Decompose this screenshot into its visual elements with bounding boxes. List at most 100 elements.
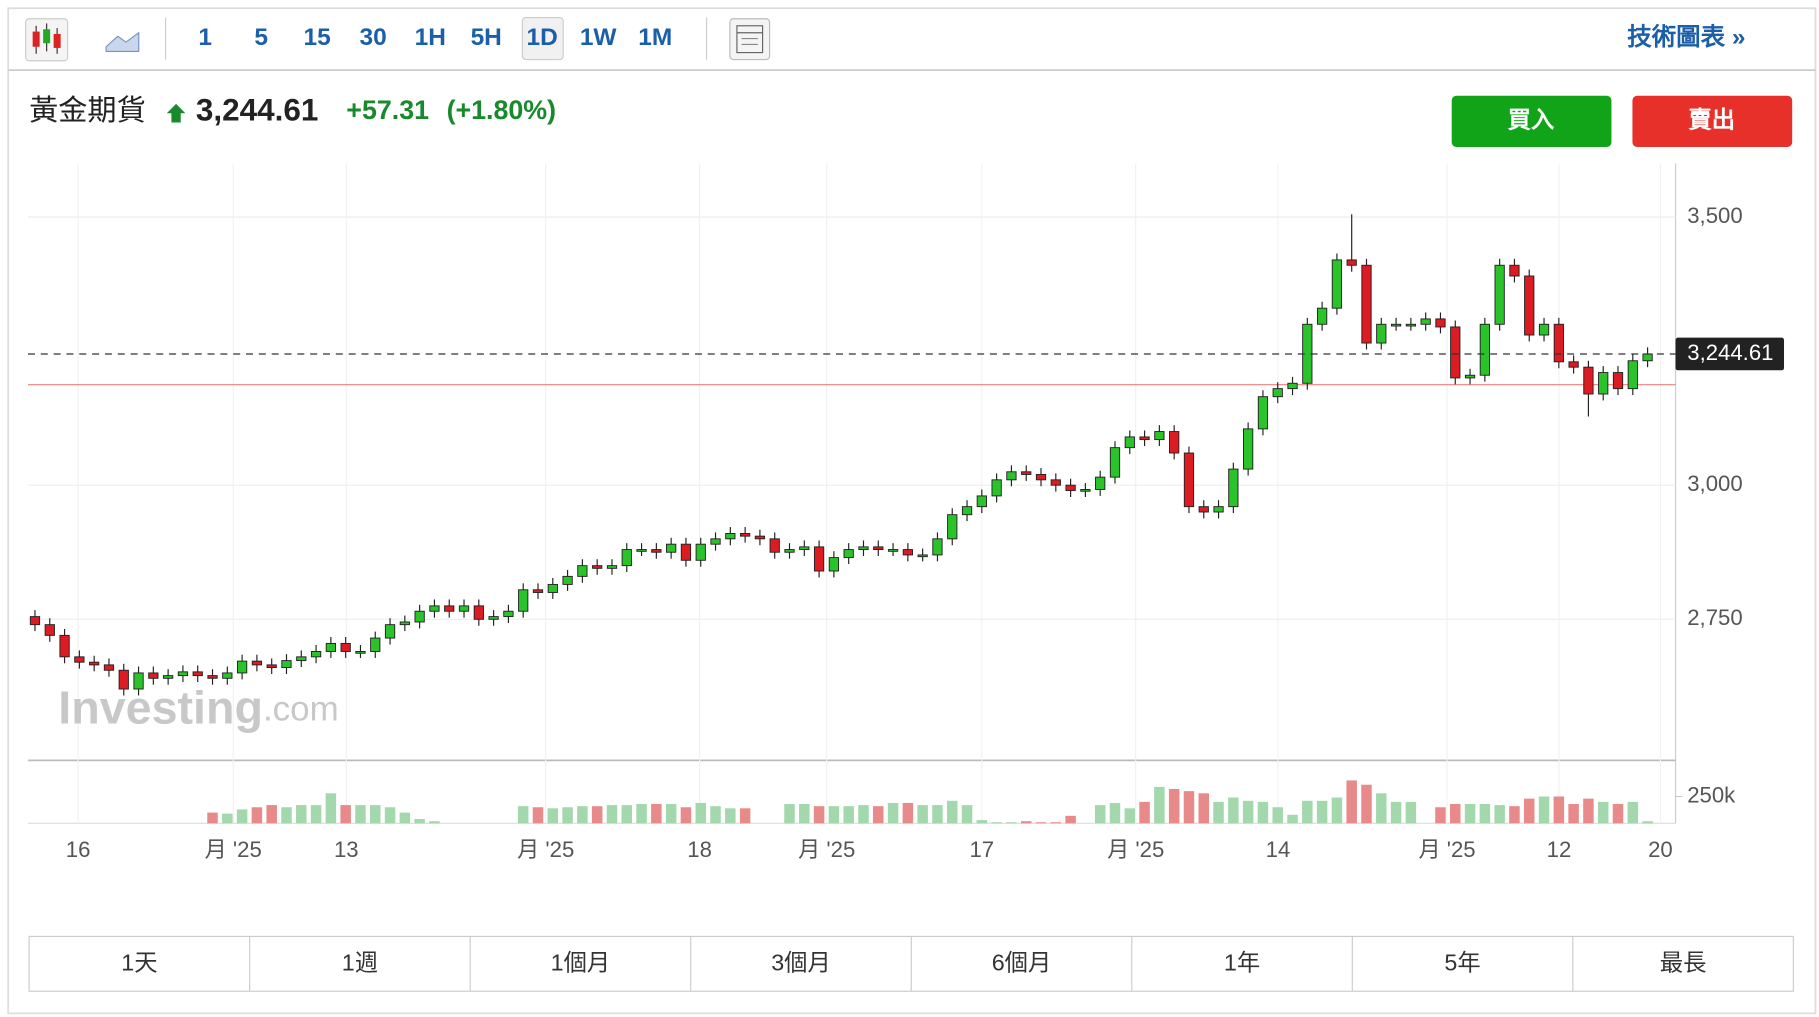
interval[interactable]: 1W — [580, 24, 618, 51]
range-button[interactable]: 3個月 — [771, 950, 831, 976]
candle-body — [1538, 323, 1550, 336]
candle-body — [769, 538, 780, 553]
candle-body — [1198, 506, 1209, 513]
range-button[interactable]: 6個月 — [992, 950, 1052, 976]
volume-bar — [710, 806, 721, 824]
buy-button[interactable] — [1451, 95, 1612, 148]
candle-body — [236, 660, 248, 674]
candle-body — [739, 533, 751, 537]
volume-bar — [236, 809, 248, 824]
volume-bar — [1198, 793, 1210, 824]
interval[interactable]: 1D — [527, 24, 558, 51]
volume-bar — [1390, 801, 1402, 824]
volume-bar — [310, 805, 322, 824]
candle-body — [1509, 264, 1520, 277]
watermark-suffix: .com — [263, 690, 339, 729]
volume-bar — [251, 807, 263, 824]
candle-body — [207, 675, 218, 679]
candle-body — [695, 543, 706, 561]
interval[interactable]: 15 — [304, 24, 331, 51]
interval[interactable]: 1H — [415, 24, 446, 51]
candle-body — [1228, 468, 1239, 508]
candle-body — [680, 543, 692, 561]
range-button[interactable]: 最長 — [1660, 950, 1707, 976]
x-tick-label: 月 '25 — [205, 837, 262, 862]
volume-bar — [695, 802, 706, 824]
candle-body — [325, 642, 337, 652]
candle-body — [74, 656, 85, 663]
volume-bar — [414, 819, 425, 824]
volume-bar — [355, 805, 366, 824]
volume-bar — [1257, 801, 1269, 824]
candle-body — [1169, 431, 1180, 454]
candle-body — [843, 549, 854, 559]
candle-body — [710, 538, 721, 545]
line-icon[interactable] — [105, 31, 140, 53]
candle-body — [1642, 353, 1653, 362]
volume-bar — [1494, 805, 1505, 824]
volume-bar — [1612, 804, 1624, 824]
candle-icon[interactable] — [25, 18, 69, 62]
candle-body — [103, 664, 115, 671]
sell-label[interactable]: 賣出 — [1688, 107, 1735, 133]
volume-bar — [1464, 804, 1476, 824]
volume-bar — [1302, 800, 1313, 824]
candle-body — [458, 605, 470, 612]
volume-bar — [429, 821, 440, 824]
x-tick-label: 18 — [687, 837, 712, 862]
candle-body — [1627, 360, 1638, 390]
interval[interactable]: 30 — [360, 24, 387, 51]
x-tick-label: 12 — [1547, 837, 1572, 862]
range-button[interactable]: 5年 — [1444, 950, 1480, 976]
volume-bar — [1538, 796, 1550, 824]
sell-button[interactable] — [1632, 95, 1793, 148]
candle-body — [1243, 428, 1254, 470]
range-button[interactable]: 1週 — [342, 950, 378, 976]
interval[interactable]: 5 — [254, 24, 268, 51]
candle-body — [310, 651, 322, 658]
candle-body — [754, 535, 766, 540]
interval[interactable]: 1M — [638, 24, 672, 51]
candle-body — [473, 605, 484, 620]
x-tick-label: 月 '25 — [1418, 837, 1475, 862]
interval[interactable]: 5H — [471, 24, 502, 51]
layout-icon[interactable] — [729, 18, 771, 61]
range-button[interactable]: 1個月 — [551, 950, 611, 976]
volume-bar — [296, 805, 307, 824]
volume-bar — [813, 806, 825, 824]
candle-body — [725, 533, 736, 540]
volume-bar — [1479, 804, 1491, 824]
volume-bar — [1050, 822, 1062, 824]
candle-body — [961, 506, 973, 516]
volume-bar — [858, 805, 869, 824]
candle-body — [1420, 318, 1431, 325]
candle-body — [1109, 447, 1121, 478]
y-tick-label: 2,750 — [1687, 605, 1742, 630]
interval[interactable]: 1 — [198, 24, 212, 51]
volume-bar — [680, 807, 692, 824]
candle-body — [59, 634, 70, 658]
candle-body — [1553, 323, 1564, 363]
range-button[interactable]: 1年 — [1224, 950, 1260, 976]
candle-body — [118, 669, 129, 690]
volume-bar — [1509, 806, 1520, 824]
buy-label[interactable]: 買入 — [1508, 107, 1555, 133]
candle-body — [296, 656, 307, 662]
volume-bar — [1583, 798, 1594, 824]
volume-bar — [1450, 804, 1461, 824]
volume-bar — [532, 807, 544, 824]
tech-chart-link[interactable]: 技術圖表 » — [1627, 22, 1745, 51]
candle-body — [488, 616, 499, 620]
range-bar: 1天 1週 1個月 3個月 6個月 1年 5年 最長 — [28, 935, 1794, 992]
candle-body — [1583, 366, 1594, 395]
x-tick-label: 月 '25 — [798, 837, 855, 862]
x-tick-label: 14 — [1266, 837, 1291, 862]
x-tick-label: 月 '25 — [517, 837, 574, 862]
candle-body — [355, 651, 366, 654]
volume-bar — [1065, 815, 1076, 824]
range-button[interactable]: 1天 — [121, 950, 157, 976]
candle-body — [1479, 323, 1490, 376]
candle-body — [503, 610, 514, 618]
volume-bar — [1642, 821, 1653, 824]
candle-body — [29, 616, 41, 626]
